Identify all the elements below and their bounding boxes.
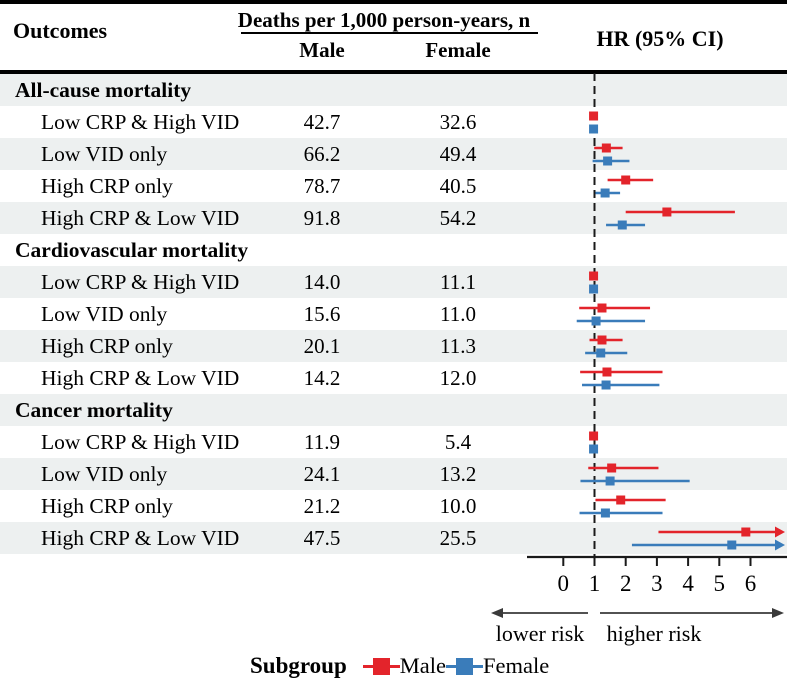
- axis-tick-label: 3: [651, 571, 663, 596]
- top-rule: [0, 0, 787, 4]
- legend-title: Subgroup: [250, 653, 347, 678]
- legend: Subgroup Male Female: [250, 651, 549, 681]
- female-rate-value: 12.0: [439, 366, 477, 390]
- row-label: Low VID only: [41, 302, 168, 326]
- female-rate-value: 25.5: [439, 526, 477, 550]
- row-label: Cardiovascular mortality: [15, 238, 249, 262]
- higher-risk-label: higher risk: [606, 621, 702, 646]
- male-rate-value: 15.6: [303, 302, 341, 326]
- row-label: High CRP only: [41, 174, 173, 198]
- male-rate-value: 24.1: [303, 462, 341, 486]
- female-column-header: Female: [425, 38, 491, 62]
- header-rule: [0, 70, 787, 74]
- outcome-row: High CRP & Low VID 91.8 54.2: [0, 202, 787, 234]
- row-label: High CRP only: [41, 494, 173, 518]
- axis-tick-label: 5: [714, 571, 726, 596]
- legend-female-label: Female: [483, 653, 550, 678]
- male-rate-value: 11.9: [304, 430, 340, 454]
- male-rate-value: 78.7: [303, 174, 341, 198]
- male-rate-value: 66.2: [303, 142, 341, 166]
- female-rate-value: 49.4: [439, 142, 477, 166]
- row-label: Low VID only: [41, 142, 168, 166]
- female-rate-value: 5.4: [444, 430, 472, 454]
- female-rate-value: 11.3: [440, 334, 476, 358]
- male-rate-value: 14.2: [303, 366, 341, 390]
- axis-tick-label: 0: [558, 571, 570, 596]
- outcome-row: High CRP only 20.1 11.3: [0, 330, 787, 362]
- outcome-row: High CRP & Low VID 47.5 25.5: [0, 522, 787, 554]
- row-label: All-cause mortality: [15, 78, 192, 102]
- axis-tick-label: 1: [589, 571, 601, 596]
- male-rate-value: 20.1: [303, 334, 341, 358]
- male-column-header: Male: [299, 38, 345, 62]
- lower-risk-arrowhead-icon: [491, 608, 503, 618]
- row-label: High CRP & Low VID: [41, 366, 240, 390]
- row-label: Low VID only: [41, 462, 168, 486]
- row-label: High CRP & Low VID: [41, 206, 240, 230]
- outcome-row: Low CRP & High VID 42.7 32.6: [0, 106, 787, 138]
- female-rate-value: 11.0: [440, 302, 476, 326]
- row-label: High CRP only: [41, 334, 173, 358]
- male-rate-value: 21.2: [303, 494, 341, 518]
- outcome-row: High CRP & Low VID 14.2 12.0: [0, 362, 787, 394]
- outcome-row: Low CRP & High VID 11.9 5.4: [0, 426, 787, 458]
- legend-male-label: Male: [399, 653, 446, 678]
- hr-column-header: HR (95% CI): [596, 26, 724, 51]
- female-rate-value: 11.1: [440, 270, 476, 294]
- male-rate-value: 47.5: [303, 526, 341, 550]
- female-rate-value: 54.2: [439, 206, 477, 230]
- female-rate-value: 10.0: [439, 494, 477, 518]
- outcome-row: Low CRP & High VID 14.0 11.1: [0, 266, 787, 298]
- deaths-header-underline: [241, 31, 538, 34]
- section-header-row: Cardiovascular mortality: [0, 234, 787, 266]
- outcomes-column-header: Outcomes: [13, 18, 108, 43]
- female-rate-value: 13.2: [439, 462, 477, 486]
- row-label: Low CRP & High VID: [41, 430, 240, 454]
- male-legend-marker-icon: [362, 657, 400, 676]
- female-legend-square: [456, 657, 473, 675]
- higher-risk-arrowhead-icon: [772, 608, 784, 618]
- female-rate-value: 32.6: [439, 110, 477, 134]
- axis-tick-label: 4: [682, 571, 694, 596]
- outcome-row: Low VID only 15.6 11.0: [0, 298, 787, 330]
- row-label: High CRP & Low VID: [41, 526, 240, 550]
- male-rate-value: 14.0: [303, 270, 341, 294]
- row-label: Cancer mortality: [15, 398, 173, 422]
- female-rate-value: 40.5: [439, 174, 477, 198]
- outcome-row: High CRP only 21.2 10.0: [0, 490, 787, 522]
- male-rate-value: 42.7: [303, 110, 341, 134]
- male-rate-value: 91.8: [303, 206, 341, 230]
- outcome-row: Low VID only 24.1 13.2: [0, 458, 787, 490]
- lower-risk-label: lower risk: [495, 621, 585, 646]
- deaths-column-header: Deaths per 1,000 person-years, n: [237, 8, 531, 32]
- male-legend-square: [372, 657, 390, 675]
- row-label: Low CRP & High VID: [41, 110, 240, 134]
- section-header-row: Cancer mortality: [0, 394, 787, 426]
- outcome-row: Low VID only 66.2 49.4: [0, 138, 787, 170]
- section-header-row: All-cause mortality: [0, 74, 787, 106]
- axis-tick-label: 2: [620, 571, 632, 596]
- row-label: Low CRP & High VID: [41, 270, 240, 294]
- outcome-row: High CRP only 78.7 40.5: [0, 170, 787, 202]
- female-legend-marker-icon: [446, 657, 483, 676]
- axis-tick-label: 6: [745, 571, 757, 596]
